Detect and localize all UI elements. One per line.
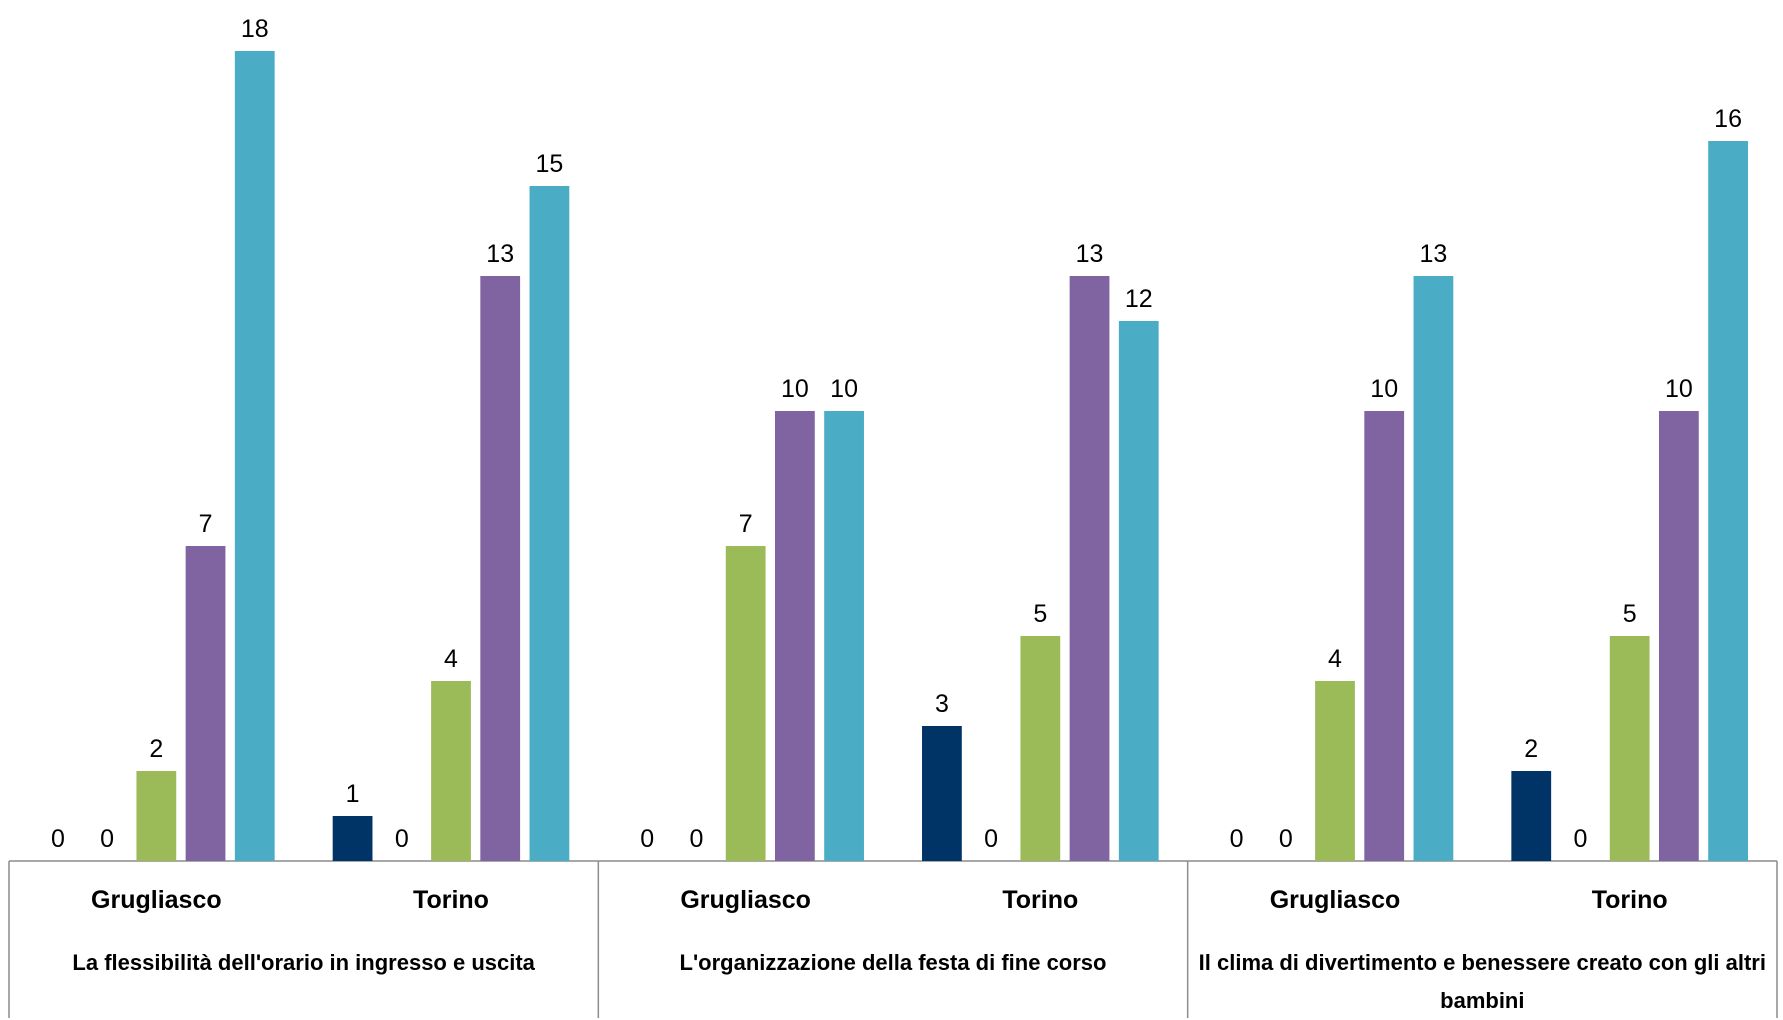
data-label: 0 [640, 825, 654, 853]
group-label: La flessibilità dell'orario in ingresso … [72, 950, 535, 975]
data-label: 0 [395, 825, 409, 853]
data-label: 0 [1279, 825, 1293, 853]
x-tick-label: Grugliasco [1269, 886, 1401, 914]
data-label: 12 [1125, 285, 1153, 313]
bar [431, 681, 471, 861]
data-label: 0 [100, 825, 114, 853]
bar [824, 411, 864, 861]
data-label: 3 [935, 690, 949, 718]
bar [1511, 771, 1552, 861]
data-label: 0 [51, 825, 65, 853]
bar [529, 186, 570, 861]
bar [1413, 276, 1454, 861]
x-tick-label: Grugliasco [680, 886, 811, 914]
bar [1364, 411, 1405, 861]
data-label: 7 [739, 510, 753, 538]
bar [1315, 681, 1355, 861]
x-tick-label: Torino [413, 886, 489, 914]
data-label: 7 [199, 510, 213, 538]
bar [1609, 636, 1650, 861]
data-label: 0 [984, 825, 998, 853]
data-label: 18 [241, 15, 269, 43]
data-label: 0 [1574, 825, 1588, 853]
data-label: 4 [444, 645, 458, 673]
bar [1708, 141, 1748, 861]
x-tick-label: Torino [1002, 886, 1079, 914]
bar [234, 51, 275, 861]
data-label: 13 [1420, 240, 1448, 268]
bar [922, 726, 962, 861]
group-label: Il clima di divertimento e benessere cre… [1198, 950, 1766, 1013]
bar [1020, 636, 1061, 861]
bar [774, 411, 815, 861]
bar [1118, 321, 1159, 861]
data-label: 5 [1033, 600, 1047, 628]
bar [480, 276, 521, 861]
data-label: 1 [346, 780, 360, 808]
bar [1069, 276, 1110, 861]
data-label: 0 [1230, 825, 1244, 853]
bar [185, 546, 226, 861]
data-label: 13 [486, 240, 514, 268]
x-tick-label: Grugliasco [91, 886, 222, 914]
data-label: 5 [1623, 600, 1637, 628]
data-label: 2 [1524, 735, 1538, 763]
bar [332, 816, 373, 861]
data-label: 13 [1076, 240, 1104, 268]
bar [136, 771, 177, 861]
data-label: 15 [536, 150, 564, 178]
data-label: 0 [690, 825, 704, 853]
data-label: 2 [149, 735, 163, 763]
data-label: 10 [1370, 375, 1398, 403]
data-label: 4 [1328, 645, 1342, 673]
bar [1658, 411, 1699, 861]
data-label: 10 [830, 375, 858, 403]
x-tick-label: Torino [1591, 886, 1668, 914]
data-label: 10 [1665, 375, 1693, 403]
group-label: L'organizzazione della festa di fine cor… [679, 950, 1107, 975]
data-label: 16 [1714, 105, 1742, 133]
data-label: 10 [781, 375, 809, 403]
bar [725, 546, 766, 861]
